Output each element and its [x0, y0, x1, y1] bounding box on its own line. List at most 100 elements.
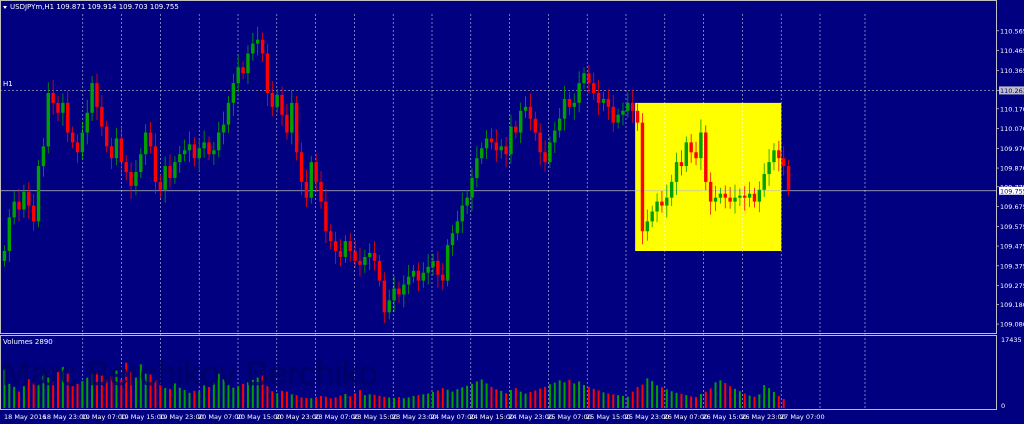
candle-body	[708, 181, 713, 202]
candle-body	[285, 114, 289, 133]
candle-body	[772, 150, 776, 163]
volume-zero-label: 0	[1001, 402, 1005, 410]
candle-body	[299, 152, 304, 182]
candle-body	[343, 241, 348, 257]
candle-body	[650, 211, 654, 222]
candle-body	[621, 110, 625, 115]
candle-body	[387, 300, 391, 313]
x-tick-label: 23 May 15:00	[353, 413, 398, 421]
candle-body	[17, 201, 21, 210]
candle-body	[611, 106, 615, 123]
candle-body	[411, 270, 416, 277]
candle-body	[294, 102, 299, 153]
y-tick-label: 110.465	[1000, 47, 1024, 55]
candle-body	[669, 181, 674, 198]
candle-body	[139, 154, 143, 172]
candle-body	[679, 162, 684, 167]
y-tick-label: 110.365	[1000, 67, 1024, 75]
candle-body	[494, 142, 499, 151]
candle-body	[553, 130, 557, 143]
x-tick-label: 26 May 07:00	[664, 413, 709, 421]
candle-body	[348, 241, 352, 251]
candle-body	[635, 110, 640, 123]
candle-body	[538, 132, 542, 153]
candle-body	[397, 288, 401, 295]
candle-body	[124, 162, 128, 172]
candle-body	[743, 195, 747, 198]
x-tick-label: 18 May 2016	[4, 413, 46, 421]
candle-body	[421, 272, 425, 281]
candle-body	[704, 132, 708, 182]
candle-series	[2, 26, 791, 323]
candle-body	[329, 231, 333, 242]
candle-body	[265, 53, 270, 93]
candle-body	[56, 102, 60, 113]
candle-body	[12, 201, 16, 218]
y-tick-label: 109.475	[1000, 243, 1024, 251]
candle-body	[562, 98, 567, 119]
candle-body	[606, 98, 611, 107]
candle-body	[523, 106, 528, 111]
candle-body	[372, 252, 377, 261]
candle-body	[601, 98, 606, 103]
candle-body	[231, 83, 236, 103]
candle-body	[7, 217, 12, 251]
candle-body	[660, 201, 664, 206]
candle-body	[645, 221, 650, 232]
candle-body	[114, 138, 119, 159]
candle-body	[694, 152, 698, 159]
candle-body	[2, 251, 7, 261]
timeframe-tag: H1	[3, 80, 13, 88]
candle-body	[80, 132, 85, 153]
candle-body	[596, 93, 601, 103]
candle-body	[640, 122, 645, 232]
candle-body	[426, 266, 430, 273]
candle-body	[475, 158, 479, 178]
candle-body	[616, 114, 620, 123]
candle-body	[36, 166, 41, 222]
candle-body	[51, 93, 55, 103]
candle-body	[674, 162, 679, 182]
x-tick-label: 25 May 23:00	[625, 413, 670, 421]
candle-body	[61, 102, 65, 113]
candle-body	[368, 252, 372, 257]
candle-body	[514, 126, 518, 133]
candle-body	[129, 172, 133, 186]
price-line-label-bg	[999, 86, 1024, 95]
candle-body	[134, 172, 138, 186]
x-tick-label: 26 May 23:00	[741, 413, 786, 421]
y-tick-label: 109.970	[1000, 145, 1024, 153]
candle-body	[431, 260, 435, 267]
candle-body	[441, 274, 445, 281]
candle-body	[499, 146, 503, 151]
candle-body	[173, 162, 177, 178]
current-price-label-bg	[999, 186, 1024, 195]
candle-body	[567, 98, 572, 107]
chevron-down-icon[interactable]	[3, 6, 7, 9]
candle-body	[309, 162, 313, 198]
candle-body	[460, 205, 464, 222]
candle-body	[148, 132, 153, 147]
candle-body	[168, 166, 172, 178]
symbol-line: USDJPYm,H1 109.871 109.914 109.703 109.7…	[10, 3, 179, 11]
candle-body	[178, 154, 182, 163]
candle-body	[470, 177, 474, 198]
candle-body	[777, 150, 781, 159]
x-tick-label: 24 May 07:00	[431, 413, 476, 421]
candle-body	[143, 132, 148, 155]
candle-body	[255, 39, 260, 44]
candle-body	[392, 288, 396, 301]
candle-body	[684, 142, 688, 167]
candle-body	[557, 118, 562, 131]
watermark: Marc Berchikov Berchiko	[2, 355, 378, 393]
x-tick-label: 18 May 23:00	[43, 413, 88, 421]
candle-body	[548, 142, 552, 163]
candle-body	[212, 150, 216, 155]
candle-body	[489, 138, 494, 143]
candle-body	[202, 142, 206, 149]
candle-body	[290, 102, 294, 133]
y-tick-label: 109.375	[1000, 262, 1024, 270]
candle-body	[528, 106, 533, 119]
x-tick-label: 25 May 15:00	[586, 413, 631, 421]
candle-body	[251, 43, 255, 54]
